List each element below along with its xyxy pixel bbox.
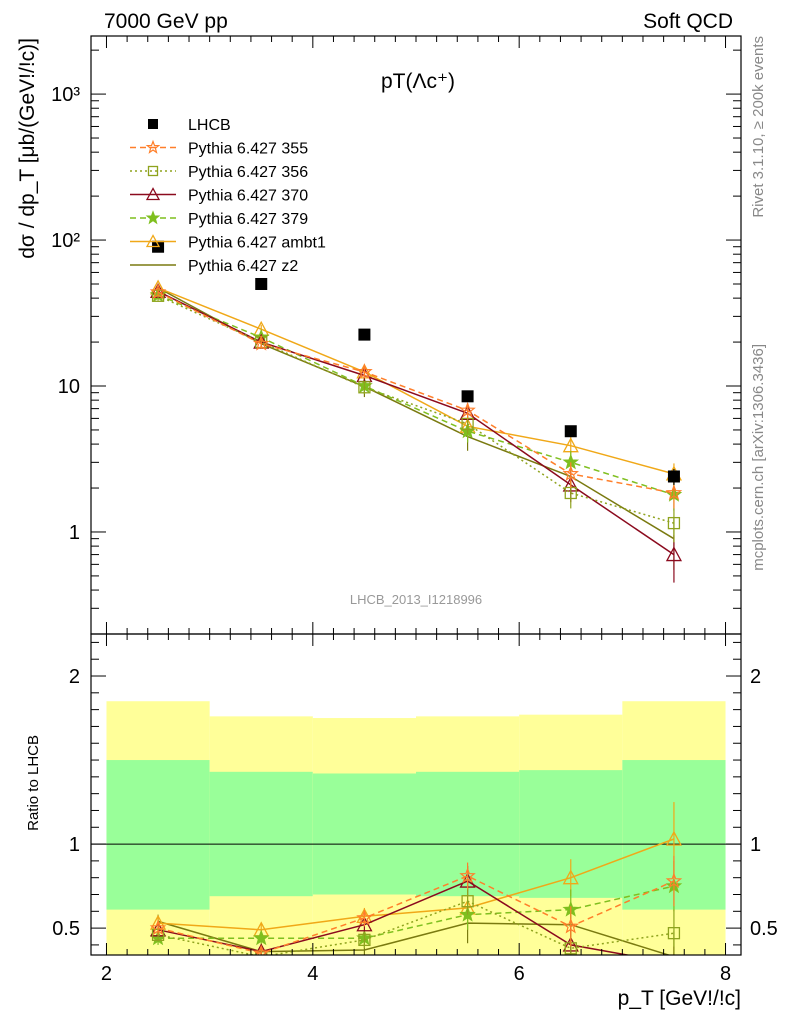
ratio-line-p379 — [158, 885, 675, 939]
legend-label: Pythia 6.427 370 — [188, 188, 308, 205]
marker-square — [255, 277, 268, 290]
marker-triangle — [145, 187, 161, 201]
marker-square — [148, 119, 158, 129]
legend-entry-ambt1: Pythia 6.427 ambt1 — [130, 234, 326, 252]
ratio-y-tick-label-left: 2 — [69, 666, 80, 688]
y-tick-label: 1 — [69, 522, 80, 544]
series-line-ambt1 — [157, 287, 675, 475]
side-label-rivet: Rivet 3.1.10, ≥ 200k events — [750, 36, 767, 218]
y-tick-label: 10² — [51, 230, 80, 252]
marker-triangle — [665, 546, 683, 562]
marker-square — [461, 390, 474, 403]
series-line-p370 — [157, 290, 675, 556]
series-data — [152, 240, 680, 485]
ratio-line-p356 — [157, 900, 675, 955]
band-inner — [209, 771, 313, 897]
side-label-mcplots: mcplots.cern.ch [arXiv:1306.3436] — [750, 344, 767, 571]
header-right: Soft QCD — [643, 10, 733, 33]
marker-square — [667, 470, 680, 483]
marker-triangle — [667, 956, 681, 969]
plot-title: pT(Λc⁺) — [381, 70, 455, 93]
ratio-line-p370 — [157, 880, 632, 955]
series-layer — [149, 240, 683, 969]
marker-triangle — [145, 234, 161, 248]
x-tick-label: 4 — [307, 963, 318, 985]
series-line-p356 — [157, 295, 675, 524]
x-tick-label: 6 — [514, 963, 525, 985]
ratio-line-z2 — [157, 920, 671, 955]
marker-star — [252, 335, 270, 351]
legend-entry-p356: Pythia 6.427 356 — [130, 164, 308, 181]
y-axis-label: dσ / dp_T [μb/(GeV!/!c)] — [16, 38, 39, 259]
ratio-y-axis-label: Ratio to LHCB — [25, 735, 42, 831]
marker-square — [358, 328, 371, 341]
series-p355 — [149, 283, 683, 509]
marker-star — [459, 401, 476, 418]
series-ambt1 — [149, 279, 683, 487]
legend-entry-p370: Pythia 6.427 370 — [130, 187, 308, 205]
marker-square — [564, 425, 577, 438]
marker-square-open — [667, 927, 681, 940]
legend-label: Pythia 6.427 ambt1 — [188, 235, 326, 252]
marker-star — [252, 929, 270, 946]
main-series-group — [149, 240, 683, 583]
ratio-y-tick-label-right: 1 — [750, 834, 761, 856]
marker-star — [145, 210, 161, 225]
legend-label: Pythia 6.427 379 — [188, 211, 308, 228]
marker-star — [562, 917, 580, 934]
series-line-p355 — [157, 291, 675, 494]
ratio-line-ambt1 — [158, 838, 675, 931]
legend-label: LHCB — [188, 117, 231, 134]
legend-label: Pythia 6.427 355 — [188, 141, 308, 158]
marker-star — [356, 909, 373, 926]
header-left: 7000 GeV pp — [104, 10, 228, 33]
legend-entry-data: LHCB — [148, 117, 231, 134]
ratio-y-tick-label-left: 0.5 — [52, 918, 80, 940]
legend-label: Pythia 6.427 z2 — [188, 258, 298, 275]
ratio-series-p355 — [149, 855, 683, 955]
marker-star — [356, 363, 373, 379]
legend-label: Pythia 6.427 356 — [188, 164, 308, 181]
axes: 2 4 6 8 1 10 10² 10³ 0.5 0.5 1 1 2 2 p_T [GeV!/!c] dσ /… — [16, 35, 778, 1010]
marker-star — [562, 465, 580, 482]
series-line-p379 — [157, 294, 675, 496]
marker-square-open — [461, 417, 474, 431]
legend: LHCB Pythia 6.427 355 Pythia 6.427 356 Pyth… — [130, 117, 326, 275]
ratio-series-group — [149, 802, 683, 969]
x-axis-label: p_T [GeV!/!c] — [618, 987, 741, 1010]
marker-triangle — [562, 869, 579, 885]
watermark-analysis: LHCB_2013_I1218996 — [350, 592, 482, 607]
ratio-y-tick-label-right: 2 — [750, 666, 761, 688]
x-tick-label: 8 — [720, 963, 731, 985]
marker-square-open — [147, 165, 159, 177]
marker-square-open — [358, 381, 371, 394]
ratio-y-tick-label-right: 0.5 — [750, 918, 778, 940]
marker-square-open — [461, 895, 474, 908]
marker-triangle — [665, 830, 683, 846]
marker-star — [149, 919, 167, 936]
y-tick-label: 10³ — [51, 84, 80, 106]
marker-star — [145, 139, 161, 154]
marker-star — [665, 484, 683, 500]
band-inner — [106, 760, 210, 910]
marker-star — [252, 944, 270, 955]
marker-square-open — [667, 516, 681, 530]
x-tick-label: 2 — [101, 963, 112, 985]
legend-entry-p379: Pythia 6.427 379 — [130, 210, 308, 228]
ratio-y-tick-label-left: 1 — [69, 834, 80, 856]
marker-triangle — [356, 916, 373, 932]
marker-star — [149, 283, 167, 300]
ratio-line-p355 — [157, 875, 675, 955]
ratio-series-p356 — [151, 887, 681, 955]
marker-star — [459, 867, 476, 884]
y-tick-label: 10 — [58, 376, 80, 398]
marker-star — [665, 872, 683, 889]
legend-entry-p355: Pythia 6.427 355 — [130, 139, 308, 158]
marker-square-open — [358, 933, 371, 947]
legend-entry-z2: Pythia 6.427 z2 — [130, 258, 298, 275]
band-inner — [312, 773, 416, 895]
